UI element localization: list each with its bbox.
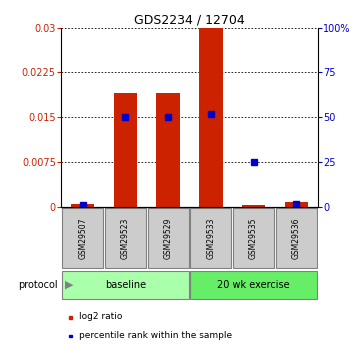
- FancyBboxPatch shape: [105, 208, 146, 268]
- FancyBboxPatch shape: [62, 208, 103, 268]
- Text: GSM29523: GSM29523: [121, 217, 130, 259]
- FancyBboxPatch shape: [62, 270, 189, 298]
- Title: GDS2234 / 12704: GDS2234 / 12704: [134, 13, 245, 27]
- Text: percentile rank within the sample: percentile rank within the sample: [79, 331, 232, 340]
- Text: GSM29529: GSM29529: [164, 217, 173, 259]
- Bar: [199, 28, 223, 207]
- FancyBboxPatch shape: [276, 208, 317, 268]
- Bar: [69, 316, 71, 319]
- Text: GSM29536: GSM29536: [292, 217, 301, 259]
- Bar: [242, 205, 265, 207]
- Bar: [71, 204, 95, 207]
- FancyBboxPatch shape: [233, 208, 274, 268]
- Text: baseline: baseline: [105, 280, 146, 289]
- Text: GSM29507: GSM29507: [78, 217, 87, 259]
- FancyBboxPatch shape: [190, 270, 317, 298]
- Text: protocol: protocol: [18, 280, 58, 289]
- Bar: [284, 202, 308, 207]
- Text: log2 ratio: log2 ratio: [79, 312, 123, 321]
- Text: GSM29533: GSM29533: [206, 217, 216, 259]
- Text: ▶: ▶: [65, 280, 74, 289]
- Text: 20 wk exercise: 20 wk exercise: [217, 280, 290, 289]
- Bar: [156, 93, 180, 207]
- Bar: [69, 335, 71, 337]
- FancyBboxPatch shape: [190, 208, 231, 268]
- FancyBboxPatch shape: [148, 208, 189, 268]
- Text: GSM29535: GSM29535: [249, 217, 258, 259]
- Bar: [114, 93, 137, 207]
